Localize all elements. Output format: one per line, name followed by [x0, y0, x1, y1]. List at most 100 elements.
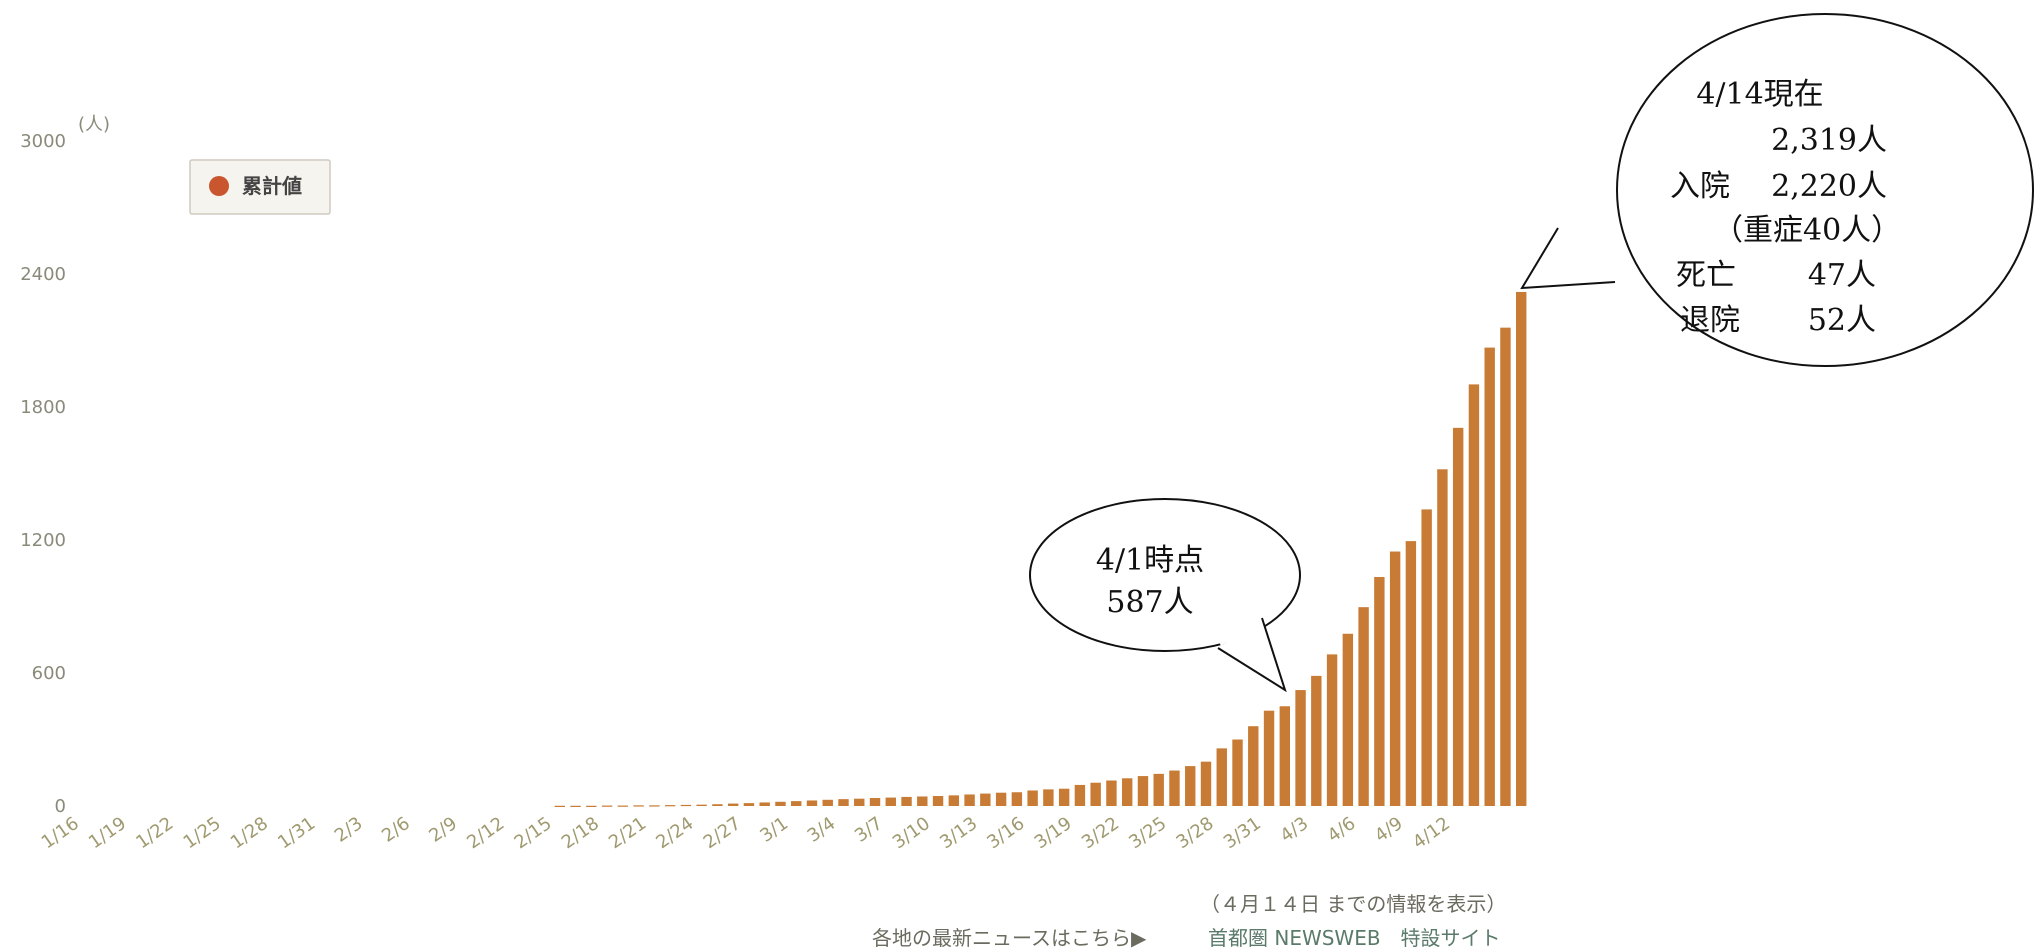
bar	[601, 805, 613, 807]
bar	[901, 796, 912, 806]
bar	[775, 801, 786, 806]
callout-april-1-ellipse	[1029, 498, 1301, 652]
bar	[1358, 607, 1369, 806]
bar	[1295, 690, 1306, 806]
bar	[1248, 726, 1259, 806]
callout-april-1-line1: 4/1時点	[1096, 543, 1204, 578]
bar	[1389, 551, 1401, 806]
x-tick-label: 3/31	[1220, 813, 1265, 853]
x-tick-label: 2/18	[558, 813, 603, 853]
y-tick-label: 0	[55, 796, 66, 817]
y-tick-label: 1200	[20, 530, 66, 551]
callout-april-14-death-value: 47人	[1808, 258, 1876, 293]
legend-box	[189, 159, 331, 215]
x-tick-label: 4/6	[1324, 813, 1360, 847]
x-tick-label: 3/10	[889, 813, 934, 853]
callout-april-14-discharged-label: 退院	[1680, 303, 1740, 338]
bar	[712, 804, 723, 806]
bar	[633, 805, 644, 807]
bar	[1263, 710, 1275, 806]
bar	[1452, 427, 1464, 806]
bar	[948, 795, 960, 806]
callout-april-14: 4/14現在 2,319人 入院 2,220人 （重症40人） 死亡 47人 退…	[1520, 13, 2034, 367]
x-tick-label: 3/1	[756, 813, 792, 847]
callout-april-14-hospital-label: 入院	[1670, 169, 1730, 204]
bar	[869, 798, 881, 806]
y-tick-label: 600	[32, 663, 66, 684]
bar	[586, 805, 597, 807]
legend: 累計値	[189, 159, 331, 215]
x-tick-label: 3/7	[851, 813, 887, 847]
bar	[854, 798, 865, 806]
x-tick-label: 3/13	[936, 813, 981, 853]
x-tick-label: 2/27	[700, 813, 745, 853]
bar	[1216, 748, 1227, 806]
y-unit-label: (人)	[78, 114, 110, 135]
x-tick-label: 2/24	[652, 813, 697, 853]
bar	[1185, 766, 1196, 806]
bar	[1468, 384, 1480, 806]
x-tick-label: 2/21	[605, 813, 650, 853]
callout-april-14-line2: 2,319人	[1771, 123, 1887, 158]
bar	[917, 796, 928, 806]
bar	[1421, 509, 1432, 806]
x-tick-label: 2/12	[463, 813, 508, 853]
x-tick-label: 1/31	[274, 813, 319, 853]
bar	[1121, 778, 1133, 806]
bar	[617, 805, 629, 807]
x-tick-label: 3/4	[804, 813, 840, 847]
bar	[1027, 790, 1038, 806]
x-tick-label: 3/25	[1125, 813, 1170, 853]
bar	[806, 800, 818, 806]
bar	[1137, 776, 1149, 806]
x-tick-label: 3/16	[983, 813, 1028, 853]
bar	[680, 804, 692, 807]
bar	[1074, 784, 1086, 806]
bar	[1279, 706, 1290, 806]
bar	[649, 805, 660, 807]
y-tick-label: 3000	[20, 131, 66, 152]
bar	[1311, 675, 1322, 806]
x-tick-label: 3/19	[1031, 813, 1076, 853]
bar	[727, 803, 739, 806]
bar	[1058, 788, 1070, 806]
bar	[554, 805, 565, 807]
bar	[1169, 770, 1180, 806]
x-tick-label: 2/15	[511, 813, 556, 853]
callout-april-14-death-label: 死亡	[1676, 258, 1736, 293]
callout-april-1-tail	[1217, 617, 1287, 693]
bar	[1106, 780, 1117, 806]
bar	[885, 797, 896, 806]
bar	[1326, 654, 1338, 806]
x-tick-label: 1/22	[132, 813, 177, 853]
bar	[743, 803, 755, 806]
legend-marker	[209, 176, 229, 196]
bar	[570, 805, 581, 807]
bar	[1232, 739, 1243, 806]
callout-april-14-severe: （重症40人）	[1713, 213, 1901, 248]
newsweb-special-site-link[interactable]: 首都圏 NEWSWEB 特設サイト	[1208, 926, 1501, 950]
bar	[759, 802, 770, 806]
y-tick-label: 2400	[20, 264, 66, 285]
bar	[1342, 633, 1354, 806]
bar	[932, 796, 944, 806]
bar	[838, 799, 849, 806]
callout-april-1-line2: 587人	[1106, 585, 1193, 620]
x-tick-label: 1/25	[180, 813, 225, 853]
y-tick-label: 1800	[20, 397, 66, 418]
bar	[1090, 782, 1101, 806]
callout-april-14-ellipse	[1616, 13, 2034, 367]
bars	[554, 291, 1527, 807]
legend-label: 累計値	[242, 174, 302, 198]
x-tick-label: 2/3	[331, 813, 367, 847]
x-tick-label: 3/28	[1172, 813, 1217, 853]
date-range-note: （４月１４日 までの情報を表示）	[1200, 892, 1507, 916]
bar	[1500, 327, 1511, 806]
callout-april-14-discharged-value: 52人	[1808, 303, 1876, 338]
x-tick-label: 1/16	[38, 813, 83, 853]
x-tick-label: 3/22	[1078, 813, 1123, 853]
bar	[696, 804, 707, 806]
bar	[791, 801, 802, 806]
bar	[1043, 789, 1054, 806]
